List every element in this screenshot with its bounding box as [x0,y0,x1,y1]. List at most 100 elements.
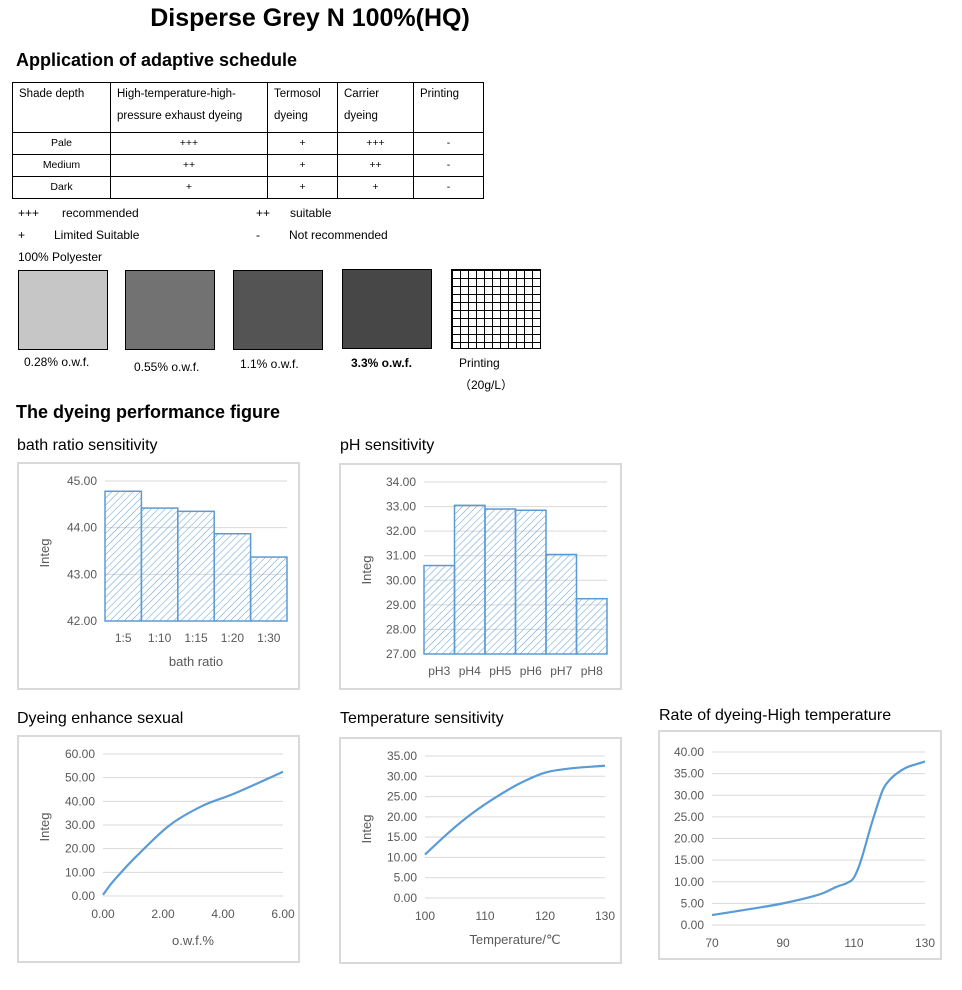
swatch-label: 0.28% o.w.f. [24,355,90,369]
y-tick-label: 43.00 [67,567,97,581]
swatch-label: 0.55% o.w.f. [134,360,200,374]
y-tick-label: 31.00 [386,549,416,563]
header-printing: Printing [413,82,484,133]
y-tick-label: 0.00 [72,889,96,903]
x-tick-label: 1:20 [221,631,245,645]
page-title: Disperse Grey N 100%(HQ) [150,4,470,32]
y-tick-label: 30.00 [674,788,704,802]
bar [104,490,143,622]
bar [575,597,608,655]
bath-ratio-chart-svg: 42.00 43.00 44.00 45.00 Integ bath ratio 1:5 1:… [37,474,288,669]
x-axis-label: Temperature/℃ [469,932,560,947]
header-htph-exhaust: High-temperature-high-pressure exhaust d… [110,82,268,133]
series-line [711,760,926,917]
y-tick-label: 5.00 [394,871,418,885]
x-tick-label: 0.00 [91,907,115,921]
table-cell: - [413,132,484,155]
temperature-chart-svg: 0.00 5.00 10.00 15.00 20.00 25.00 30.00 35.00 In… [359,749,615,947]
ph-chart: 27.00 28.00 29.00 30.00 31.00 32.00 33.00 34.00… [339,463,622,690]
shade-swatch [125,270,215,350]
bar [514,509,547,655]
shade-swatch [342,269,432,349]
table-cell: + [267,154,338,177]
table-cell: + [337,176,414,199]
temperature-chart: 0.00 5.00 10.00 15.00 20.00 25.00 30.00 35.00 In… [339,737,622,964]
y-tick-label: 27.00 [386,647,416,661]
rate-of-dyeing-chart-svg: 0.00 5.00 10.00 15.00 20.00 25.00 30.00 35.00 40… [674,745,935,950]
substrate-label: 100% Polyester [18,250,103,264]
x-tick-label: 120 [535,909,555,923]
table-cell: + [267,176,338,199]
chart-title: bath ratio sensitivity [17,437,158,454]
x-tick-label: pH7 [550,664,572,678]
y-tick-label: 28.00 [386,622,416,636]
x-tick-label: 100 [415,909,435,923]
y-tick-label: 15.00 [387,830,417,844]
y-tick-label: 44.00 [67,521,97,535]
series-line [102,770,284,896]
bar [453,504,486,655]
x-tick-label: 130 [915,936,935,950]
y-tick-label: 25.00 [674,810,704,824]
legend-symbol: +++ [18,206,40,220]
y-axis-label: Integ [37,539,52,568]
y-tick-label: 10.00 [65,865,95,879]
header-termosol: Termosol dyeing [267,82,338,133]
x-tick-label: 6.00 [271,907,295,921]
y-tick-label: 40.00 [65,794,95,808]
legend-text: suitable [290,206,332,220]
bar [213,532,252,622]
header-shade-depth: Shade depth [12,82,111,133]
y-axis-label: Integ [359,815,374,844]
legend-text: Not recommended [289,228,388,242]
bar [249,556,288,622]
x-axis-label: o.w.f.% [172,933,214,948]
y-tick-label: 42.00 [67,614,97,628]
bar [423,564,456,655]
y-tick-label: 0.00 [681,918,705,932]
y-tick-label: 50.00 [65,771,95,785]
table-cell: Dark [12,176,111,199]
dyeing-enhance-chart-svg: 0.00 10.00 20.00 30.00 40.00 50.00 60.00 Integ o… [37,747,295,948]
swatch-label: Printing [459,356,500,370]
x-tick-label: 70 [705,936,719,950]
table-row: Dark + + + - [12,176,484,199]
rate-of-dyeing-chart: 0.00 5.00 10.00 15.00 20.00 25.00 30.00 35.00 40… [658,730,942,960]
y-tick-label: 10.00 [674,875,704,889]
x-tick-label: 110 [844,936,863,950]
swatch-label: 3.3% o.w.f. [351,356,412,370]
y-tick-label: 32.00 [386,524,416,538]
y-tick-label: 5.00 [681,896,705,910]
table-cell: - [413,176,484,199]
performance-heading: The dyeing performance figure [16,402,281,422]
y-tick-label: 20.00 [65,842,95,856]
bar [140,507,179,622]
table-cell: +++ [337,132,414,155]
y-tick-label: 29.00 [386,598,416,612]
x-tick-label: 1:10 [148,631,172,645]
y-axis-label: Integ [359,556,374,585]
x-tick-label: pH8 [581,664,603,678]
y-tick-label: 30.00 [386,573,416,587]
x-tick-label: 130 [595,909,615,923]
table-cell: +++ [110,132,268,155]
y-tick-label: 0.00 [394,891,418,905]
x-tick-label: 2.00 [151,907,175,921]
printing-grid-swatch [451,269,541,349]
x-tick-label: 110 [475,909,494,923]
y-tick-label: 45.00 [67,474,97,488]
y-tick-label: 35.00 [387,749,417,763]
series-line [424,764,606,856]
header-carrier: Carrier dyeing [337,82,414,133]
shade-swatch [233,270,323,350]
legend-text: Limited Suitable [54,228,140,242]
y-tick-label: 20.00 [387,810,417,824]
bar [177,510,215,622]
x-axis-label: bath ratio [169,654,223,669]
y-tick-label: 25.00 [387,790,417,804]
chart-title: pH sensitivity [340,437,435,454]
x-tick-label: pH6 [520,664,542,678]
table-row: Pale +++ + +++ - [12,132,484,155]
x-tick-label: pH5 [489,664,511,678]
schedule-heading: Application of adaptive schedule [16,50,298,70]
